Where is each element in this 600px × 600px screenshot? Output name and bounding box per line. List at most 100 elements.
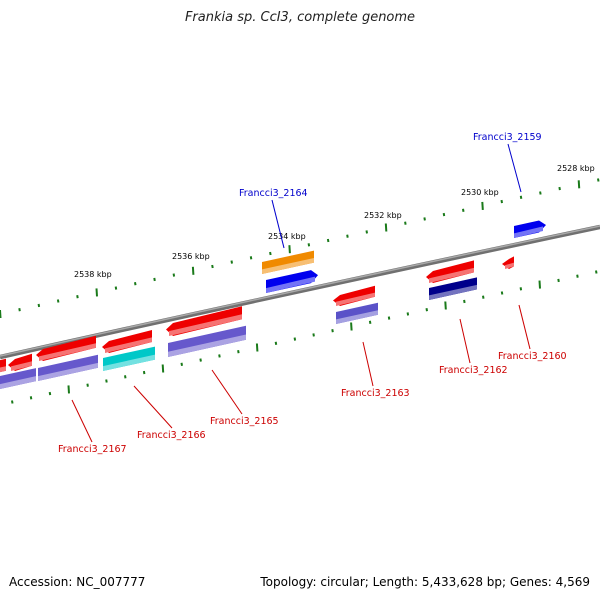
gene-left-a[interactable] [8,353,32,371]
gene-label-2165[interactable]: Francci3_2165 [210,416,279,427]
gene-2162-top[interactable] [426,260,474,283]
minor-tick [519,287,523,291]
genome-backbone-highlight [0,225,600,357]
minor-tick [365,230,368,234]
gene-2164-top[interactable] [262,250,314,274]
minor-tick [76,295,79,299]
gene-2163-top[interactable] [333,285,375,306]
minor-tick [211,264,214,269]
major-tick [481,201,484,210]
minor-tick [274,341,278,345]
minor-tick [406,312,410,316]
scale-label-2528: 2528 kbp [557,164,595,173]
gene-2167-top-shade [39,343,96,361]
gene-2164[interactable] [266,270,318,293]
minor-tick [142,370,146,375]
minor-tick [346,234,349,238]
gene-left-c[interactable] [0,368,36,389]
upper-scale-ticks [0,178,600,319]
genome-summary-text: Topology: circular; Length: 5,433,628 bp… [260,575,590,589]
gene-label-2159[interactable]: Francci3_2159 [473,132,542,143]
gene-label-2167[interactable]: Francci3_2167 [58,444,127,455]
minor-tick [576,274,579,278]
gene-2163[interactable] [336,302,378,324]
major-tick [191,266,195,275]
major-tick [161,364,165,373]
leader-2166 [133,385,173,429]
gene-label-2160[interactable]: Francci3_2160 [498,351,567,362]
leader-2163 [362,341,374,387]
major-tick [538,280,541,289]
minor-tick [153,277,156,282]
minor-tick [18,308,21,312]
major-tick [384,223,388,232]
minor-tick [326,238,330,243]
minor-tick [307,243,311,247]
gene-2159[interactable] [514,220,546,239]
gene-2165-shade [168,334,246,357]
minor-tick [595,270,598,274]
gene-2166-top[interactable] [102,330,152,353]
gene-label-2162[interactable]: Francci3_2162 [439,365,508,376]
gene-label-2163[interactable]: Francci3_2163 [341,388,410,399]
gene-label-2166[interactable]: Francci3_2166 [137,430,206,441]
gene-2165[interactable] [168,325,246,357]
minor-tick [368,320,372,324]
minor-tick [37,303,41,308]
major-tick [350,322,353,331]
gene-2160[interactable] [502,256,514,269]
minor-tick [482,295,485,299]
minor-tick [11,400,14,404]
major-tick [288,245,291,254]
minor-tick [114,286,118,290]
major-tick [67,385,70,394]
gene-left-b-shade [0,366,6,373]
gene-2166-top-shade [105,337,152,353]
gene-2166[interactable] [103,346,155,371]
minor-tick [124,375,127,379]
minor-tick [172,273,176,277]
gene-2165-top-shade [169,314,242,336]
scale-label-2534: 2534 kbp [268,232,306,241]
gene-left-c-shade [0,376,36,389]
minor-tick [597,178,600,182]
map-title: Frankia sp. CcI3, complete genome [184,10,416,25]
minor-tick [199,358,202,362]
gene-2162-shade [429,284,477,300]
minor-tick [293,337,297,341]
gene-2167[interactable] [38,354,98,381]
gene-2162[interactable] [429,277,477,300]
minor-tick [425,308,428,312]
accession-text: Accession: NC_007777 [9,575,146,589]
gene-2163-top-shade [336,292,375,306]
scale-label-2530: 2530 kbp [461,188,499,197]
gene-2162-top-shade [429,267,474,283]
gene-left-b[interactable] [0,358,6,373]
gene-2165-top[interactable] [166,306,242,336]
minor-tick [269,251,272,256]
minor-tick [312,333,315,337]
minor-tick [249,256,253,260]
minor-tick [134,282,137,286]
gene-2159-shade [514,226,543,238]
gene-2167-shade [38,362,98,381]
minor-tick [423,217,426,221]
minor-tick [500,291,504,295]
minor-tick [29,396,33,400]
major-tick [444,301,447,310]
gene-2167-top[interactable] [36,335,96,361]
minor-tick [48,391,52,396]
major-tick [0,309,2,319]
major-tick [95,288,98,297]
major-tick [577,180,581,189]
minor-tick [237,350,240,354]
minor-tick [462,208,465,212]
leader-2160 [518,304,531,350]
leader-2159 [507,143,522,193]
gene-label-2164[interactable]: Francci3_2164 [239,188,308,199]
scale-label-2532: 2532 kbp [364,211,402,220]
gene-2160-shade [505,262,514,269]
gene-2163-shade [336,310,378,324]
major-tick [255,343,259,352]
